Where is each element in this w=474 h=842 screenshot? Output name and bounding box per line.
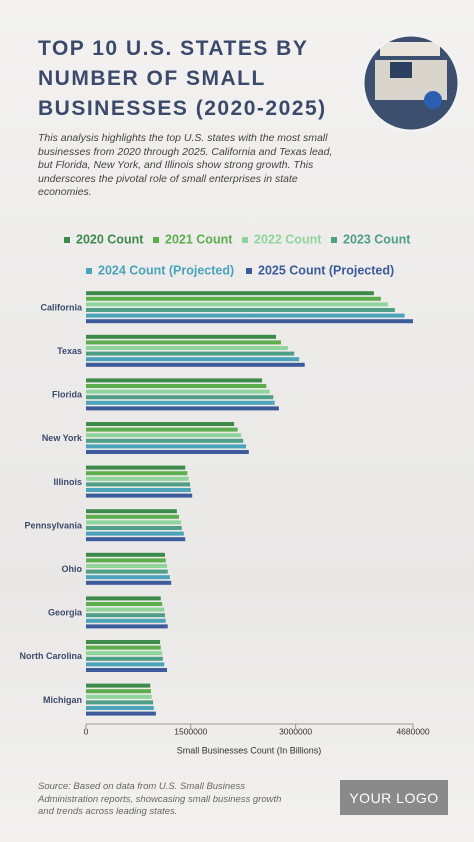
legend-label: 2025 Count (Projected) <box>258 263 394 277</box>
bar <box>86 427 238 432</box>
bar <box>86 433 242 438</box>
bar <box>86 552 165 557</box>
bar <box>86 526 182 530</box>
bar <box>86 711 156 716</box>
bar <box>86 656 163 661</box>
bar <box>86 378 263 383</box>
bar <box>86 706 154 710</box>
bar <box>86 482 191 487</box>
photo-monitor <box>390 62 412 78</box>
x-tick-label: 4680000 <box>396 726 429 736</box>
bar <box>86 450 249 454</box>
legend-swatch <box>246 268 252 274</box>
y-tick-label: Pennsylvania <box>24 520 83 530</box>
bar <box>86 689 151 694</box>
bar <box>86 575 170 580</box>
legend-swatch <box>64 237 70 243</box>
bar <box>86 645 161 650</box>
x-tick-label: 0 <box>84 726 89 736</box>
legend-swatch <box>242 237 248 243</box>
legend-swatch <box>86 268 92 274</box>
bar <box>86 662 165 667</box>
bar <box>86 406 279 411</box>
y-tick-label: North Carolina <box>19 651 82 661</box>
legend-label: 2023 Count <box>343 232 411 246</box>
bar <box>86 624 168 629</box>
bar <box>86 313 405 318</box>
bar <box>86 596 161 601</box>
bar <box>86 351 295 356</box>
bar <box>86 493 193 498</box>
bar <box>86 400 275 405</box>
bar <box>86 362 305 367</box>
y-tick-label: California <box>40 302 83 312</box>
bar <box>86 520 182 525</box>
bar <box>86 291 374 296</box>
bar <box>86 395 274 400</box>
bar <box>86 389 270 394</box>
bar <box>86 651 163 656</box>
bar <box>86 668 168 672</box>
bar <box>86 465 186 470</box>
bar <box>86 580 172 585</box>
bar <box>86 319 413 324</box>
bar <box>86 537 186 542</box>
bar <box>86 444 247 449</box>
photo-chair <box>424 91 442 109</box>
bar <box>86 613 165 618</box>
x-axis-title: Small Businesses Count (In Billions) <box>177 745 322 755</box>
bar <box>86 296 381 301</box>
y-tick-label: Georgia <box>48 608 83 618</box>
bar <box>86 384 267 388</box>
legend-label: 2020 Count <box>76 232 144 246</box>
bar <box>86 334 277 339</box>
y-tick-label: Ohio <box>62 564 83 574</box>
bar <box>86 607 165 612</box>
source-note: Source: Based on data from U.S. Small Bu… <box>38 781 282 817</box>
y-tick-label: New York <box>42 433 83 443</box>
bar <box>86 340 281 345</box>
x-tick-label: 1500000 <box>174 726 207 736</box>
bar <box>86 564 168 568</box>
bar <box>86 346 288 350</box>
bar <box>86 694 152 699</box>
bar <box>86 640 161 644</box>
bar <box>86 569 168 574</box>
bar <box>86 514 179 519</box>
bar <box>86 683 151 688</box>
bar <box>86 618 166 623</box>
y-tick-label: Illinois <box>53 477 82 487</box>
bar <box>86 422 235 426</box>
y-tick-label: Michigan <box>43 695 82 705</box>
bar <box>86 302 388 307</box>
legend-label: 2021 Count <box>165 232 233 246</box>
bar <box>86 558 166 563</box>
logo: YOUR LOGO <box>340 780 448 815</box>
bar <box>86 438 244 443</box>
bar <box>86 476 189 481</box>
title: TOP 10 U.S. STATES BY NUMBER OF SMALL BU… <box>38 37 327 120</box>
y-tick-label: Texas <box>57 346 82 356</box>
bar <box>86 308 395 312</box>
legend-swatch <box>331 237 337 243</box>
legend-swatch <box>153 237 159 243</box>
photo-wall <box>380 42 440 56</box>
x-tick-label: 3000000 <box>279 726 312 736</box>
bar <box>86 488 191 492</box>
bar <box>86 531 184 536</box>
bar <box>86 357 300 362</box>
photo-ring <box>361 33 461 133</box>
description: This analysis highlights the top U.S. st… <box>38 132 333 198</box>
y-tick-label: Florida <box>52 390 83 400</box>
photo-badge <box>361 33 461 133</box>
bar <box>86 700 154 705</box>
legend-label: 2022 Count <box>254 232 322 246</box>
bar <box>86 509 177 514</box>
bar <box>86 471 188 476</box>
legend-label: 2024 Count (Projected) <box>98 263 234 277</box>
bar <box>86 602 163 606</box>
